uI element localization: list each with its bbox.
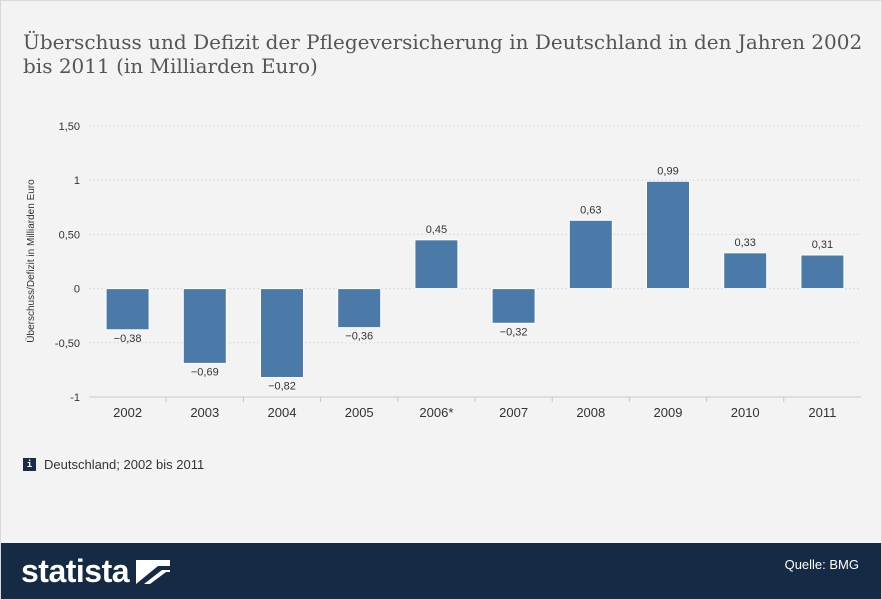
x-tick-label: 2011 <box>808 405 836 420</box>
data-label: −0,32 <box>500 326 528 338</box>
data-label: 0,31 <box>812 239 833 251</box>
data-label: −0,38 <box>114 333 142 345</box>
bar <box>337 288 382 329</box>
source-label[interactable]: Quelle: BMG <box>784 557 859 572</box>
bar <box>646 180 690 290</box>
statista-logo-icon <box>136 559 171 584</box>
data-label: 0,45 <box>426 224 447 236</box>
info-icon[interactable]: i <box>23 458 36 471</box>
x-tick-label: 2005 <box>345 405 374 420</box>
bar <box>568 219 613 290</box>
bar <box>414 239 459 290</box>
x-tick-label: 2004 <box>268 405 297 420</box>
data-label: −0,82 <box>268 380 296 392</box>
region-note[interactable]: i Deutschland; 2002 bis 2011 <box>23 457 204 472</box>
x-tick-label: 2008 <box>576 405 605 420</box>
x-tick-label: 2007 <box>499 405 528 420</box>
bar <box>723 252 768 290</box>
footer-bar: statista Quelle: BMG <box>1 543 881 599</box>
y-tick-label: -0,50 <box>55 338 80 350</box>
brand-name: statista <box>21 553 130 589</box>
data-label: 0,63 <box>580 204 601 216</box>
bar <box>260 288 304 378</box>
y-tick-label: -1 <box>70 392 80 404</box>
bar <box>182 288 227 364</box>
bar <box>800 254 845 290</box>
data-label: 0,99 <box>657 165 678 177</box>
data-label: −0,36 <box>345 331 373 343</box>
bar-chart: 1,50 1 0,50 0 -0,50 -1 Überschuss/Defizit in M… <box>25 121 861 420</box>
x-tick-label: 2002 <box>113 405 142 420</box>
x-tick-label: 2006* <box>419 405 453 420</box>
y-axis-label: Überschuss/Defizit in Milliarden Euro <box>25 179 37 343</box>
bar <box>105 288 150 331</box>
y-tick-label: 1,50 <box>59 121 80 133</box>
x-tick-label: 2009 <box>654 405 683 420</box>
y-tick-label: 1 <box>74 175 80 187</box>
x-tick-label: 2003 <box>190 405 219 420</box>
statista-logo[interactable]: statista <box>21 553 171 590</box>
x-tick-label: 2010 <box>731 405 760 420</box>
y-tick-label: 0,50 <box>59 229 80 241</box>
note-text: Deutschland; 2002 bis 2011 <box>44 457 205 472</box>
chart-title: Überschuss und Defizit der Pflegeversich… <box>23 30 863 78</box>
data-label: −0,69 <box>191 366 219 378</box>
data-label: 0,33 <box>734 237 755 249</box>
y-tick-label: 0 <box>74 284 80 296</box>
bar <box>491 288 536 324</box>
